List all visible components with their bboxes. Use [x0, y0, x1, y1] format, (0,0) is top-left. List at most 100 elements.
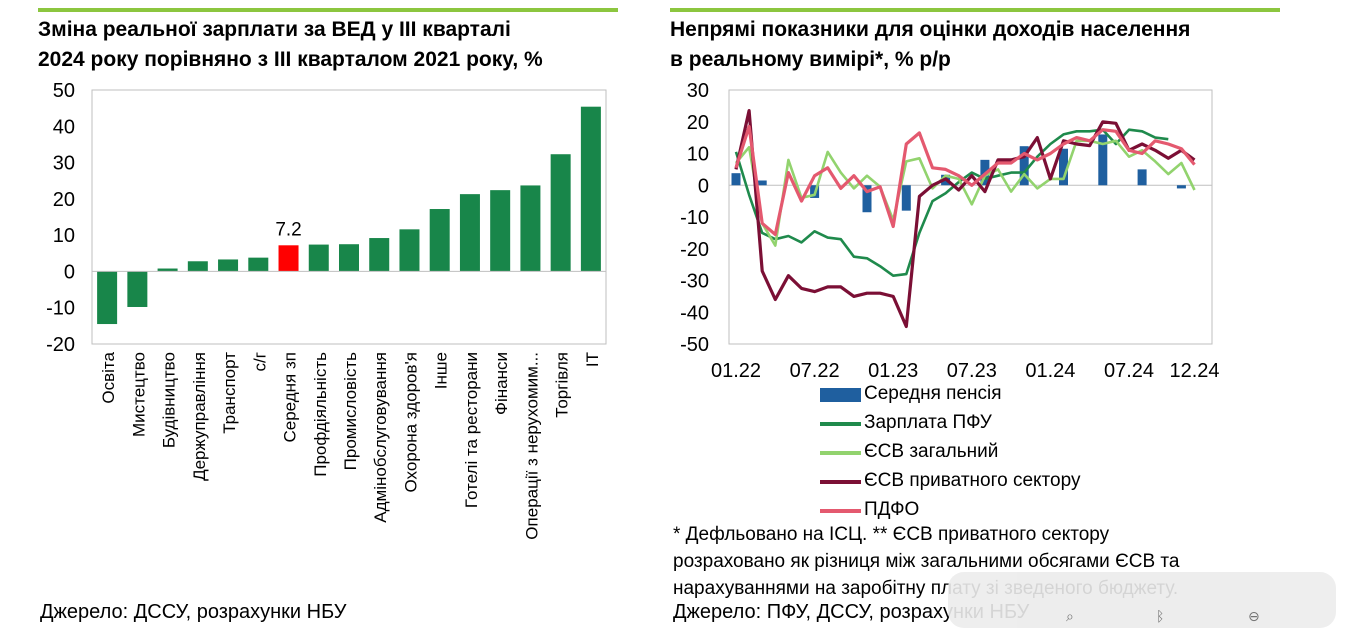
- left-title-line2: 2024 року порівняно з III кварталом 2021…: [38, 48, 543, 71]
- y-tick-label: -50: [680, 334, 709, 356]
- bluetooth-icon[interactable]: ᛒ: [1156, 608, 1165, 624]
- legend-item-esv-private: ЄСВ приватного сектору: [820, 469, 1140, 497]
- y-tick-label: 0: [64, 261, 75, 283]
- series-line-pdfo: [734, 124, 1196, 237]
- bar: [127, 271, 148, 307]
- x-tick-label: Операції з нерухомим...: [522, 352, 541, 540]
- legend-label-pension: Середня пенсія: [864, 383, 1002, 404]
- pension-bar: [731, 173, 741, 186]
- x-tick-label: 01.23: [868, 360, 918, 382]
- pension-bar: [810, 185, 820, 198]
- x-tick-label: Готелі та ресторани: [462, 352, 481, 508]
- x-tick-label: с/г: [250, 352, 269, 371]
- x-tick-label: 12.24: [1169, 360, 1219, 382]
- footnote-line1: * Дефльовано на ІСЦ. ** ЄСВ приватного с…: [673, 524, 1110, 545]
- series-line-esv-total: [734, 139, 1196, 247]
- y-tick-label: 20: [53, 189, 75, 211]
- bar: [490, 190, 511, 272]
- legend-item-pension: Середня пенсія: [820, 382, 1140, 410]
- bar: [550, 154, 571, 272]
- x-tick-label: Профдіяльність: [311, 352, 330, 477]
- x-tick-label: Торгівля: [553, 352, 572, 418]
- x-tick-label: Інше: [432, 352, 451, 389]
- legend-swatch-esv-total: [820, 451, 861, 455]
- legend-label-esv-private: ЄСВ приватного сектору: [864, 470, 1081, 491]
- left-chart-title: Зміна реальної зарплати за ВЕД у III ква…: [38, 15, 543, 75]
- x-tick-label: 07.23: [947, 360, 997, 382]
- viewer-toolbar[interactable]: ⌕ ᛒ ⊖: [948, 572, 1336, 628]
- pension-bar: [1059, 148, 1068, 186]
- legend-swatch-esv-private: [820, 480, 861, 484]
- left-title-line1: Зміна реальної зарплати за ВЕД у III ква…: [38, 18, 511, 41]
- x-tick-label: Середня зп: [281, 352, 300, 443]
- legend-swatch-pension: [820, 388, 861, 402]
- data-label-highlight: 7.2: [275, 219, 301, 240]
- bar: [429, 209, 450, 272]
- pension-bar: [980, 159, 990, 186]
- x-tick-label: Охорона здоров'я: [401, 352, 420, 492]
- y-tick-label: -20: [46, 334, 75, 356]
- y-tick-label: -30: [680, 271, 709, 293]
- y-tick-label: 20: [687, 112, 709, 134]
- x-tick-label: Будівництво: [160, 352, 179, 448]
- bar: [278, 245, 299, 272]
- legend-label-pdfo: ПДФО: [864, 499, 920, 520]
- legend-swatch-pdfo: [820, 509, 861, 513]
- y-tick-label: 40: [53, 116, 75, 138]
- x-tick-label: 01.24: [1025, 360, 1075, 382]
- x-tick-label: Держуправління: [190, 352, 209, 481]
- y-tick-label: -10: [680, 207, 709, 229]
- x-tick-label: Мистецтво: [129, 352, 148, 437]
- series-line-esv-private: [734, 109, 1196, 329]
- pension-bar: [1019, 146, 1029, 186]
- left-bar-chart: -20 -10 0 10 20 30 40 50 Освіта Мистецтво Будівниц…: [46, 80, 607, 540]
- bar: [580, 106, 601, 272]
- x-tick-label: Адмінобслуговування: [371, 352, 390, 523]
- minus-icon[interactable]: ⊖: [1248, 608, 1260, 624]
- bar: [369, 238, 390, 272]
- bar: [157, 268, 178, 272]
- x-tick-label: Освіта: [99, 351, 118, 403]
- plot-area-frame: [728, 89, 1213, 345]
- y-tick-label: 0: [698, 175, 709, 197]
- left-source: Джерело: ДССУ, розрахунки НБУ: [40, 601, 347, 623]
- y-tick-label: 30: [53, 153, 75, 175]
- y-tick-label: -10: [46, 298, 75, 320]
- footnote-line2: розраховано як різниця між загальними об…: [673, 551, 1180, 572]
- bar: [248, 257, 269, 272]
- bar: [339, 244, 359, 272]
- left-top-rule: [38, 8, 618, 12]
- right-source: Джерело: ПФУ, ДССУ, розрахунки НБУ: [673, 601, 1030, 623]
- right-chart-title: Непрямі показники для оцінки доходів нас…: [670, 15, 1190, 75]
- y-tick-label: 10: [53, 225, 75, 247]
- bar: [187, 261, 208, 272]
- x-tick-label: 07.22: [790, 360, 840, 382]
- right-title-line1: Непрямі показники для оцінки доходів нас…: [670, 18, 1191, 41]
- bar: [97, 271, 118, 325]
- legend-label-esv-total: ЄСВ загальний: [864, 441, 999, 462]
- y-tick-label: 30: [687, 80, 709, 102]
- x-tick-label: Промисловість: [341, 352, 360, 470]
- pension-bar: [757, 180, 767, 186]
- right-title-line2: в реальному вимірі*, % р/р: [670, 48, 951, 71]
- legend-label-salary-pfu: Зарплата ПФУ: [864, 412, 992, 433]
- pension-bar: [941, 174, 951, 186]
- pension-bar: [901, 185, 911, 211]
- bar: [399, 229, 420, 272]
- pension-bar: [862, 185, 872, 213]
- bar: [520, 185, 541, 272]
- x-tick-label: 01.22: [711, 360, 761, 382]
- pension-bar: [1176, 185, 1186, 189]
- search-icon[interactable]: ⌕: [1066, 608, 1074, 624]
- y-tick-label: 50: [53, 80, 75, 102]
- right-top-rule: [670, 8, 1280, 12]
- bar: [308, 244, 329, 272]
- y-tick-label: -20: [680, 239, 709, 261]
- y-tick-label: -40: [680, 302, 709, 324]
- x-tick-label: IT: [583, 352, 602, 367]
- legend-item-pdfo: ПДФО: [820, 498, 1140, 526]
- legend-swatch-salary-pfu: [820, 422, 861, 426]
- x-tick-label: 07.24: [1104, 360, 1154, 382]
- legend-item-esv-total: ЄСВ загальний: [820, 440, 1140, 468]
- pension-bar: [1098, 134, 1108, 186]
